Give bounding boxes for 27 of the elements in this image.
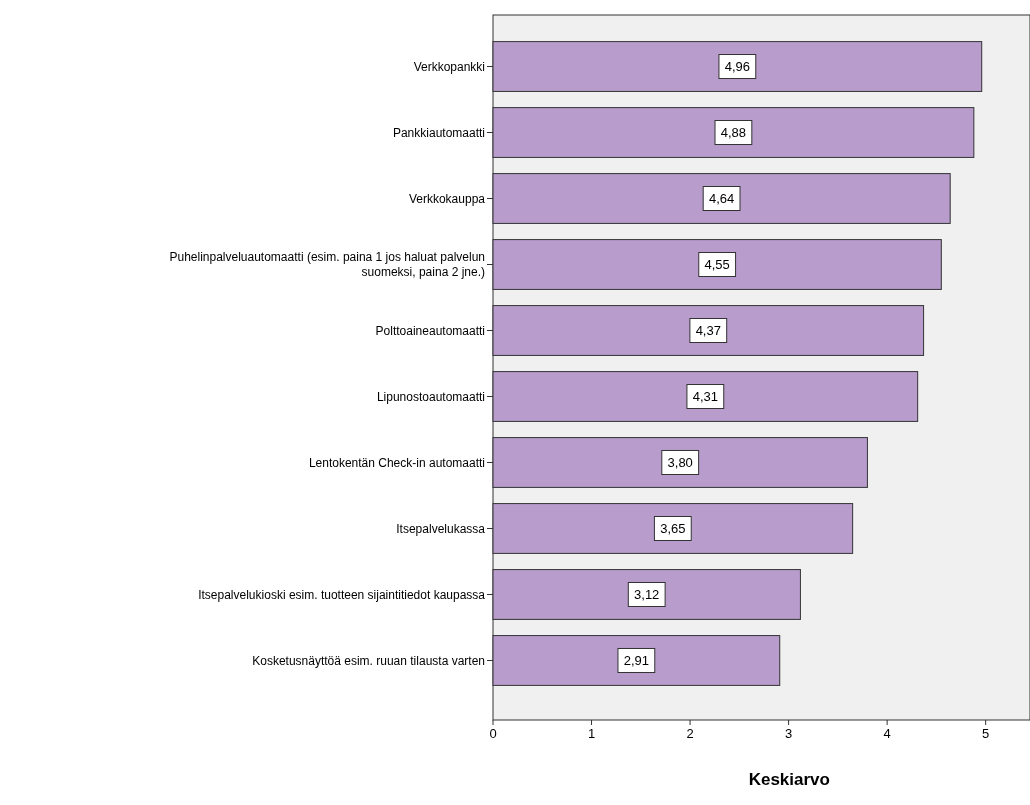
data-label: 2,91 xyxy=(623,653,650,669)
data-label: 4,96 xyxy=(724,59,751,75)
x-tick-label: 0 xyxy=(489,726,497,741)
x-tick-label: 3 xyxy=(784,726,793,741)
data-label: 3,65 xyxy=(660,521,686,537)
y-tick-label: Polttoaineautomaatti xyxy=(375,323,485,338)
y-tick-label: Puhelinpalveluautomaatti (esim. paina 1 jos haluat palvelun suomeksi, paina 2 jne.) xyxy=(169,250,485,280)
x-axis-title: Keskiarvo xyxy=(748,770,830,789)
data-label: 4,37 xyxy=(695,323,721,339)
x-tick-label: 2 xyxy=(686,726,694,741)
x-tick-label: 1 xyxy=(587,726,596,741)
y-tick-label: Verkkopankki xyxy=(413,59,485,74)
y-tick-label: Kosketusnäyttöä esim. ruuan tilausta varten xyxy=(252,653,485,668)
data-label: 4,55 xyxy=(704,257,730,273)
y-tick-label: Itsepalvelukassa xyxy=(396,521,486,536)
data-label: 3,80 xyxy=(667,455,693,471)
y-tick-label: Itsepalvelukioski esim. tuotteen sijaintitiedot kaupassa xyxy=(198,587,486,602)
y-tick-label: Pankkiautomaatti xyxy=(392,125,485,140)
y-tick-label: Lipunostoautomaatti xyxy=(376,389,485,404)
data-label: 4,31 xyxy=(692,389,718,405)
x-tick-label: 5 xyxy=(982,726,990,741)
y-tick-label: Verkkokauppa xyxy=(408,191,486,206)
y-tick-label: Lentokentän Check-in automaatti xyxy=(308,455,485,470)
data-label: 4,64 xyxy=(708,191,735,207)
data-label: 3,12 xyxy=(634,587,660,603)
data-label: 4,88 xyxy=(720,125,747,141)
x-tick-label: 4 xyxy=(883,726,891,741)
